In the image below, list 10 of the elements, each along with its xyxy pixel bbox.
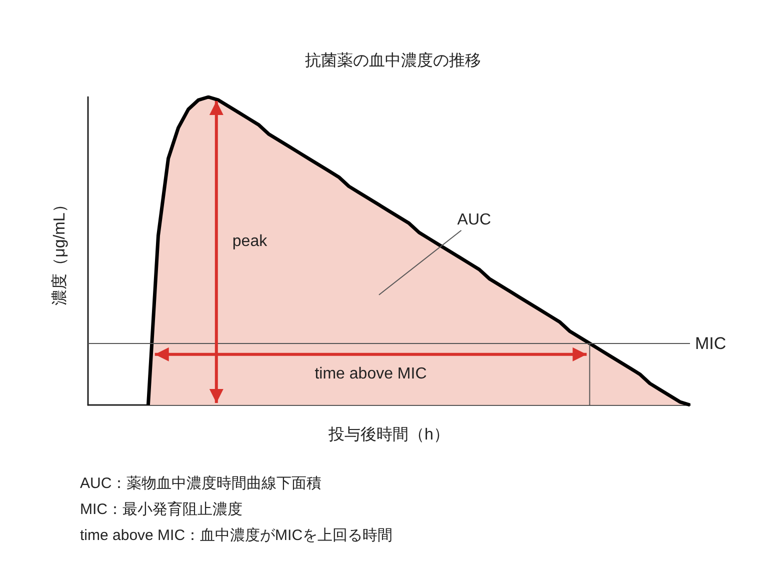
ref-line-label: MIC	[695, 334, 726, 353]
y-axis-title: 濃度（μg/mL）	[50, 196, 68, 306]
annotation: time above MIC	[314, 365, 427, 382]
annotation: AUC	[457, 211, 492, 228]
text: time above MIC：血中濃度がMICを上回る時間	[80, 527, 393, 544]
chart-title: 抗菌薬の血中濃度の推移	[305, 52, 481, 70]
x-axis-title: 投与後時間（h）	[328, 426, 450, 444]
text: AUC：薬物血中濃度時間曲線下面積	[80, 475, 322, 492]
annotation: peak	[232, 233, 268, 250]
text: MIC：最小発育阻止濃度	[80, 501, 242, 518]
